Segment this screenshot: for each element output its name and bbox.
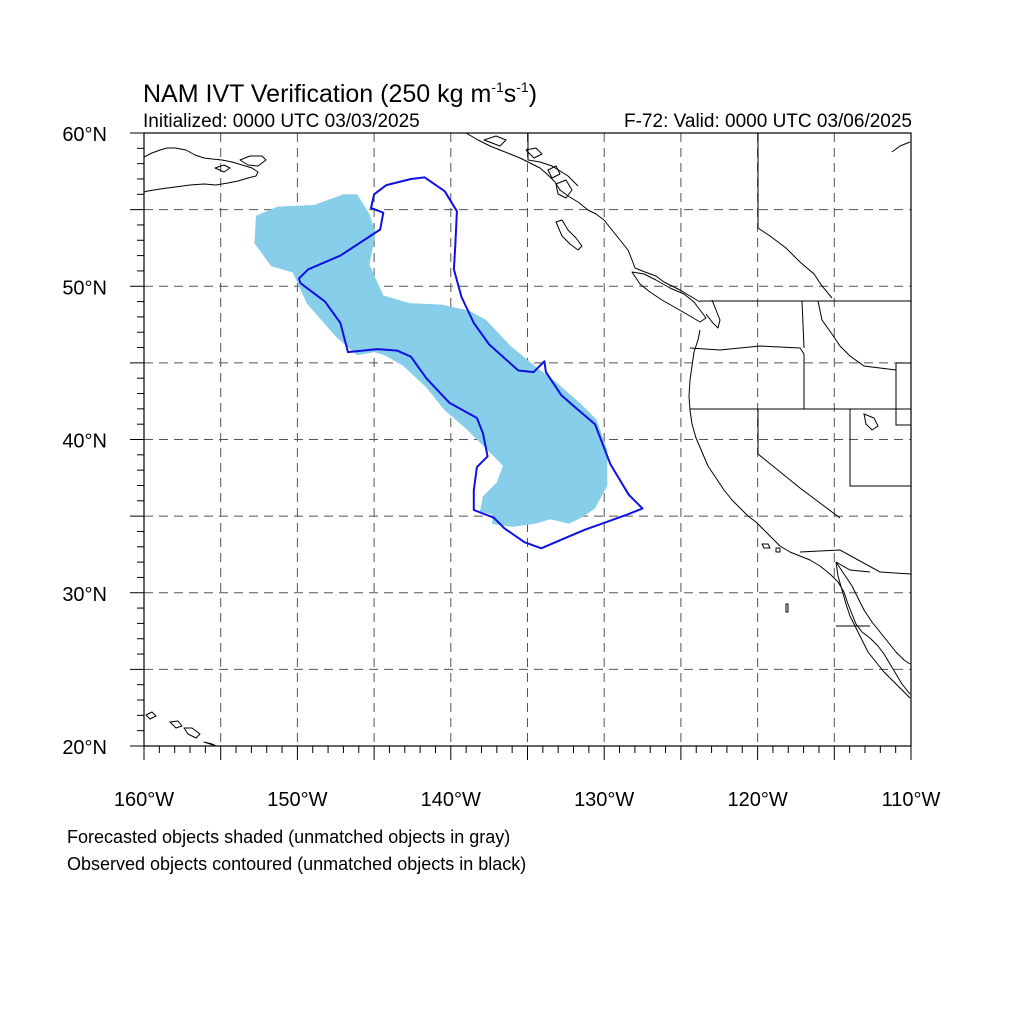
lon-label: 120°W [727, 789, 787, 811]
lat-label: 40°N [62, 431, 107, 453]
title-end: ) [528, 80, 538, 108]
lon-label: 140°W [421, 789, 481, 811]
map-plot-area [144, 133, 911, 746]
lon-label: 160°W [114, 789, 174, 811]
chart-title: NAM IVT Verification (250 kg m-1s-1) [143, 72, 537, 109]
lat-label: 60°N [62, 124, 107, 146]
title-exp-2: -1 [516, 79, 529, 95]
initialized-time: Initialized: 0000 UTC 03/03/2025 [143, 111, 420, 132]
valid-time: F-72: Valid: 0000 UTC 03/06/2025 [624, 111, 912, 132]
axis-ticks [130, 132, 912, 760]
caption-forecast: Forecasted objects shaded (unmatched obj… [67, 827, 511, 847]
title-mid: s [503, 80, 517, 108]
lon-label: 110°W [882, 789, 941, 811]
title-main: NAM IVT Verification (250 kg m [143, 80, 492, 108]
title-exp-1: -1 [491, 79, 504, 95]
lon-label: 150°W [267, 789, 327, 811]
lat-label: 50°N [62, 277, 107, 299]
observed-ivt-contour [297, 176, 644, 550]
axis-labels: 160°W 150°W 140°W 130°W 120°W 110°W 60°N 50°N 40… [62, 124, 940, 811]
lon-label: 130°W [574, 789, 634, 811]
caption-observed: Observed objects contoured (unmatched ob… [67, 854, 527, 874]
lat-label: 20°N [62, 737, 107, 759]
coastlines [144, 133, 911, 746]
political-boundaries [527, 133, 911, 627]
lat-label: 30°N [62, 584, 107, 606]
forecast-ivt-object [254, 194, 608, 527]
